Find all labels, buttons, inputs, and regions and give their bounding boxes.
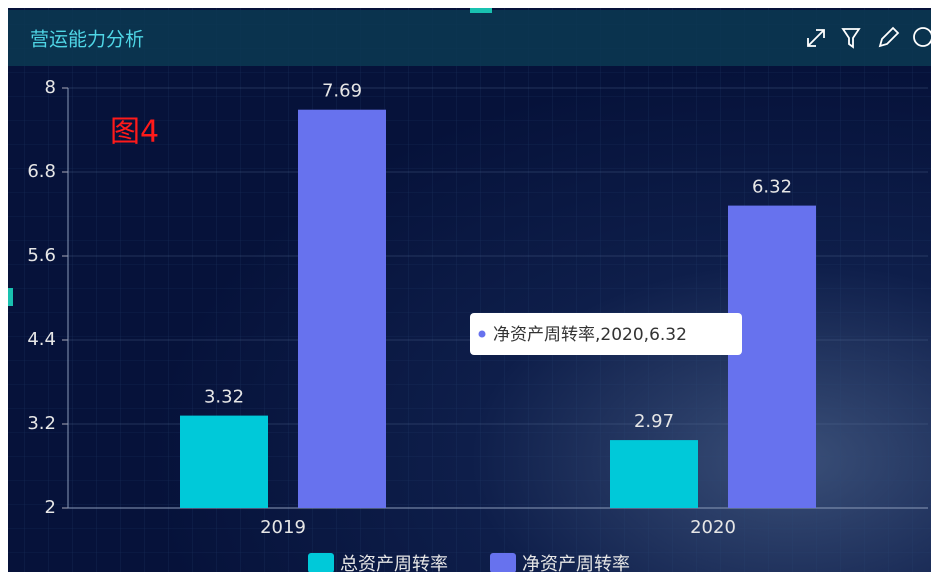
tooltip-dot (478, 330, 486, 338)
tooltip-text: 净资产周转率,2020,6.32 (493, 325, 687, 345)
header-accent (470, 8, 492, 13)
value-label: 2.97 (634, 411, 674, 432)
annotation: 图4 (110, 115, 159, 150)
chart-title: 营运能力分析 (30, 29, 144, 51)
side-accent (8, 288, 13, 306)
x-tick-label: 2019 (260, 517, 306, 538)
y-tick-label: 5.6 (27, 245, 56, 266)
tooltip-box (470, 313, 742, 355)
x-tick-label: 2020 (690, 517, 736, 538)
y-tick-label: 2 (45, 497, 56, 518)
tooltip: 净资产周转率,2020,6.32 (470, 313, 742, 355)
y-tick-label: 4.4 (27, 329, 56, 350)
header (8, 10, 931, 66)
y-tick-label: 8 (45, 77, 56, 98)
toolbar (807, 26, 931, 49)
filter-icon[interactable] (841, 28, 861, 49)
edit-icon[interactable] (878, 26, 900, 48)
legend-swatch (308, 553, 334, 572)
more-icon[interactable] (913, 27, 931, 47)
y-tick-label: 6.8 (27, 161, 56, 182)
bar (610, 440, 698, 508)
value-label: 6.32 (752, 177, 792, 198)
legend-label: 总资产周转率 (340, 554, 448, 572)
bar (298, 109, 386, 508)
value-label: 3.32 (204, 387, 244, 408)
bar (728, 205, 816, 508)
legend-swatch (490, 553, 516, 572)
value-label: 7.69 (322, 81, 362, 102)
legend-label: 净资产周转率 (522, 554, 630, 572)
y-tick-label: 3.2 (27, 413, 56, 434)
bar (180, 415, 268, 508)
expand-icon[interactable] (807, 29, 825, 47)
